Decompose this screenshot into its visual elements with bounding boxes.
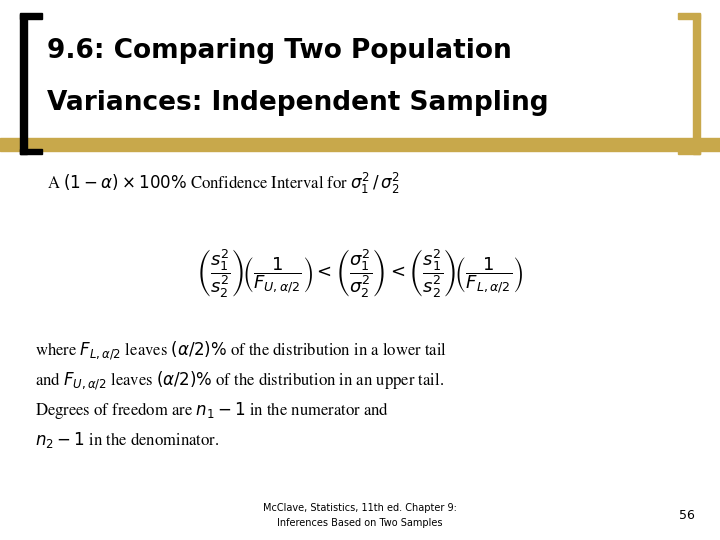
Bar [678, 14, 700, 19]
Text: 9.6: Comparing Two Population: 9.6: Comparing Two Population [47, 38, 511, 64]
Text: and $F_{U,\alpha/2}$ leaves $(\alpha/2)\%$ of the distribution in an upper tail.: and $F_{U,\alpha/2}$ leaves $(\alpha/2)\… [35, 369, 444, 392]
Text: where $F_{L,\alpha/2}$ leaves $(\alpha/2)\%$ of the distribution in a lower tail: where $F_{L,\alpha/2}$ leaves $(\alpha/2… [35, 340, 446, 362]
Text: $n_2 - 1$ in the denominator.: $n_2 - 1$ in the denominator. [35, 430, 219, 450]
Text: $\left(\dfrac{s_1^2}{s_2^2}\right)\!\left(\dfrac{1}{F_{U,\alpha/2}}\right) < \le: $\left(\dfrac{s_1^2}{s_2^2}\right)\!\lef… [197, 247, 523, 299]
Bar [678, 148, 700, 154]
Bar [20, 14, 42, 19]
Text: McClave, Statistics, 11th ed. Chapter 9:
Inferences Based on Two Samples: McClave, Statistics, 11th ed. Chapter 9:… [263, 503, 457, 528]
Bar [20, 148, 42, 154]
Text: A $(1-\alpha)\times100\%$ Confidence Interval for $\sigma_1^2\,/\,\sigma_2^2$: A $(1-\alpha)\times100\%$ Confidence Int… [47, 171, 400, 196]
Bar [0, 138, 720, 151]
Text: Degrees of freedom are $n_1 - 1$ in the numerator and: Degrees of freedom are $n_1 - 1$ in the … [35, 400, 389, 421]
Text: Variances: Independent Sampling: Variances: Independent Sampling [47, 90, 549, 116]
Text: 56: 56 [679, 509, 695, 522]
Bar [20, 14, 27, 154]
Bar [693, 14, 700, 154]
